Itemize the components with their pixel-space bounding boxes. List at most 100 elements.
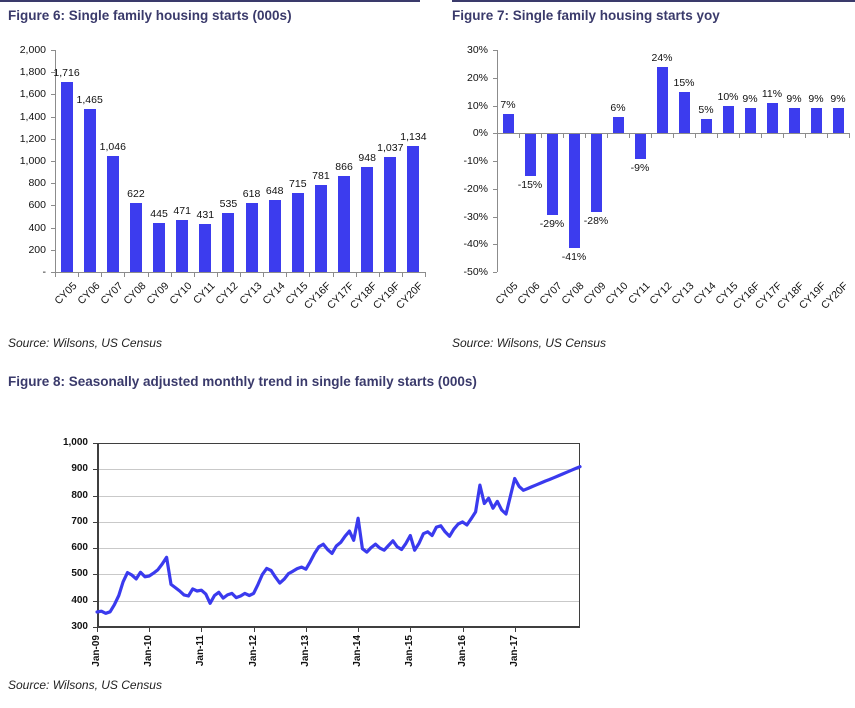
figure8-source: Source: Wilsons, US Census xyxy=(8,678,162,692)
y-axis-tick-label: 700 xyxy=(71,515,88,527)
gridline xyxy=(97,469,580,471)
bar xyxy=(546,134,558,215)
y-axis-tick-label: -20% xyxy=(463,182,488,195)
y-axis-tick xyxy=(51,94,55,96)
y-axis-tick xyxy=(493,77,497,79)
y-axis-tick-label: 500 xyxy=(71,568,88,580)
bar-value-label: -15% xyxy=(517,178,543,191)
y-axis-line xyxy=(497,50,498,272)
bar-value-label: 648 xyxy=(265,185,284,198)
bar-value-label: 948 xyxy=(358,151,376,164)
bar xyxy=(524,134,536,176)
figure7-title: Figure 7: Single family housing starts y… xyxy=(452,8,720,23)
x-axis-tick xyxy=(78,272,80,277)
y-axis-tick-label: 400 xyxy=(28,221,46,234)
bar xyxy=(656,66,668,134)
bar-value-label: 622 xyxy=(127,187,145,200)
bar-value-label: 715 xyxy=(289,177,307,190)
y-axis-tick-label: 30% xyxy=(466,44,488,56)
y-axis-tick xyxy=(493,272,497,273)
x-axis-tick xyxy=(170,272,172,277)
y-axis-tick-label: 10% xyxy=(466,99,488,112)
bar-value-label: 7% xyxy=(500,98,516,111)
bar xyxy=(361,166,374,272)
y-axis-tick-label: 400 xyxy=(71,594,88,606)
y-axis-tick xyxy=(51,227,55,229)
bar-value-label: 24% xyxy=(651,51,673,64)
y-axis-tick xyxy=(93,443,97,444)
x-axis-tick-label: Jan-11 xyxy=(195,635,207,667)
y-axis-tick-label: 600 xyxy=(28,199,46,212)
x-axis-tick xyxy=(462,628,464,632)
y-axis-tick-label: 300 xyxy=(71,621,88,632)
bar xyxy=(129,202,142,272)
figure8-line-chart: 1,000 900 800 700 600 500 400 300 Jan-09 Jan-10 Ja… xyxy=(0,368,855,678)
bar xyxy=(502,113,514,134)
y-axis-tick xyxy=(93,469,97,471)
x-axis-tick-label: Jan-12 xyxy=(247,635,259,667)
bar xyxy=(678,91,690,134)
x-axis-tick xyxy=(827,133,828,139)
x-axis-tick xyxy=(378,272,380,277)
y-axis-tick-label: 2,000 xyxy=(19,44,46,56)
y-axis-tick-label: 200 xyxy=(28,243,46,256)
bar xyxy=(634,134,646,160)
x-axis-tick xyxy=(783,133,784,139)
bar xyxy=(245,203,258,272)
figure7-panel: Figure 7: Single family housing starts y… xyxy=(452,0,855,364)
bar xyxy=(199,224,212,272)
bar xyxy=(338,175,351,272)
figure6-bar-chart: 2,000 1,800 1,600 1,400 1,200 1,000 800 600 400 2… xyxy=(0,2,427,332)
x-axis-tick xyxy=(514,628,516,632)
gridline xyxy=(97,574,580,576)
figure8-title: Figure 8: Seasonally adjusted monthly tr… xyxy=(8,374,477,389)
bar-value-label: 9% xyxy=(808,93,824,106)
bar-value-label: 1,134 xyxy=(400,131,427,144)
bar-value-label: 781 xyxy=(312,170,330,183)
y-axis-tick xyxy=(51,161,55,162)
x-axis-tick-label: Jan-16 xyxy=(456,635,468,667)
figure7-source: Source: Wilsons, US Census xyxy=(452,336,606,350)
bar xyxy=(788,108,800,134)
x-axis-tick xyxy=(332,272,334,277)
figure8-panel: Figure 8: Seasonally adjusted monthly tr… xyxy=(0,368,855,708)
gridline xyxy=(97,548,580,550)
y-axis-tick xyxy=(493,216,497,218)
bar-value-label: 866 xyxy=(335,160,353,173)
bar xyxy=(568,134,580,249)
x-axis-tick xyxy=(101,272,103,277)
y-axis-tick-label: 800 xyxy=(28,177,46,190)
y-axis-tick xyxy=(51,249,55,251)
x-axis-tick xyxy=(410,628,412,632)
x-axis-tick xyxy=(193,272,195,277)
y-axis-tick xyxy=(51,138,55,140)
x-axis-line xyxy=(97,626,580,628)
x-axis-tick xyxy=(124,272,126,277)
y-axis-line xyxy=(97,443,99,627)
x-axis-tick xyxy=(497,133,498,139)
y-axis-tick xyxy=(493,105,497,107)
figure7-bar-chart: 30% 20% 10% 0% -10% -20% -30% -40% -50% 7% CY05 -15… xyxy=(452,2,855,332)
line-series xyxy=(95,465,582,615)
y-axis-tick-label: 600 xyxy=(71,542,88,554)
x-axis-tick-label: Jan-17 xyxy=(508,635,520,667)
bar xyxy=(60,81,73,272)
x-axis-tick xyxy=(240,272,241,277)
y-axis-tick xyxy=(493,161,497,162)
plot-right-border xyxy=(579,443,580,627)
y-axis-tick-label: 1,200 xyxy=(19,132,46,145)
bar-value-label: 5% xyxy=(698,104,714,117)
bar-value-label: 618 xyxy=(242,188,261,201)
x-axis-tick xyxy=(805,133,806,139)
x-axis-tick xyxy=(673,133,674,139)
y-axis-tick xyxy=(493,188,497,190)
bar xyxy=(153,222,166,272)
bar-value-label: 1,716 xyxy=(53,66,80,79)
bar-value-label: 11% xyxy=(761,87,783,100)
y-axis-tick-label: -30% xyxy=(463,210,488,223)
bar-value-label: 6% xyxy=(610,101,626,114)
bar xyxy=(291,192,304,272)
x-axis-tick xyxy=(695,133,696,139)
starts-trend-line xyxy=(95,465,582,615)
